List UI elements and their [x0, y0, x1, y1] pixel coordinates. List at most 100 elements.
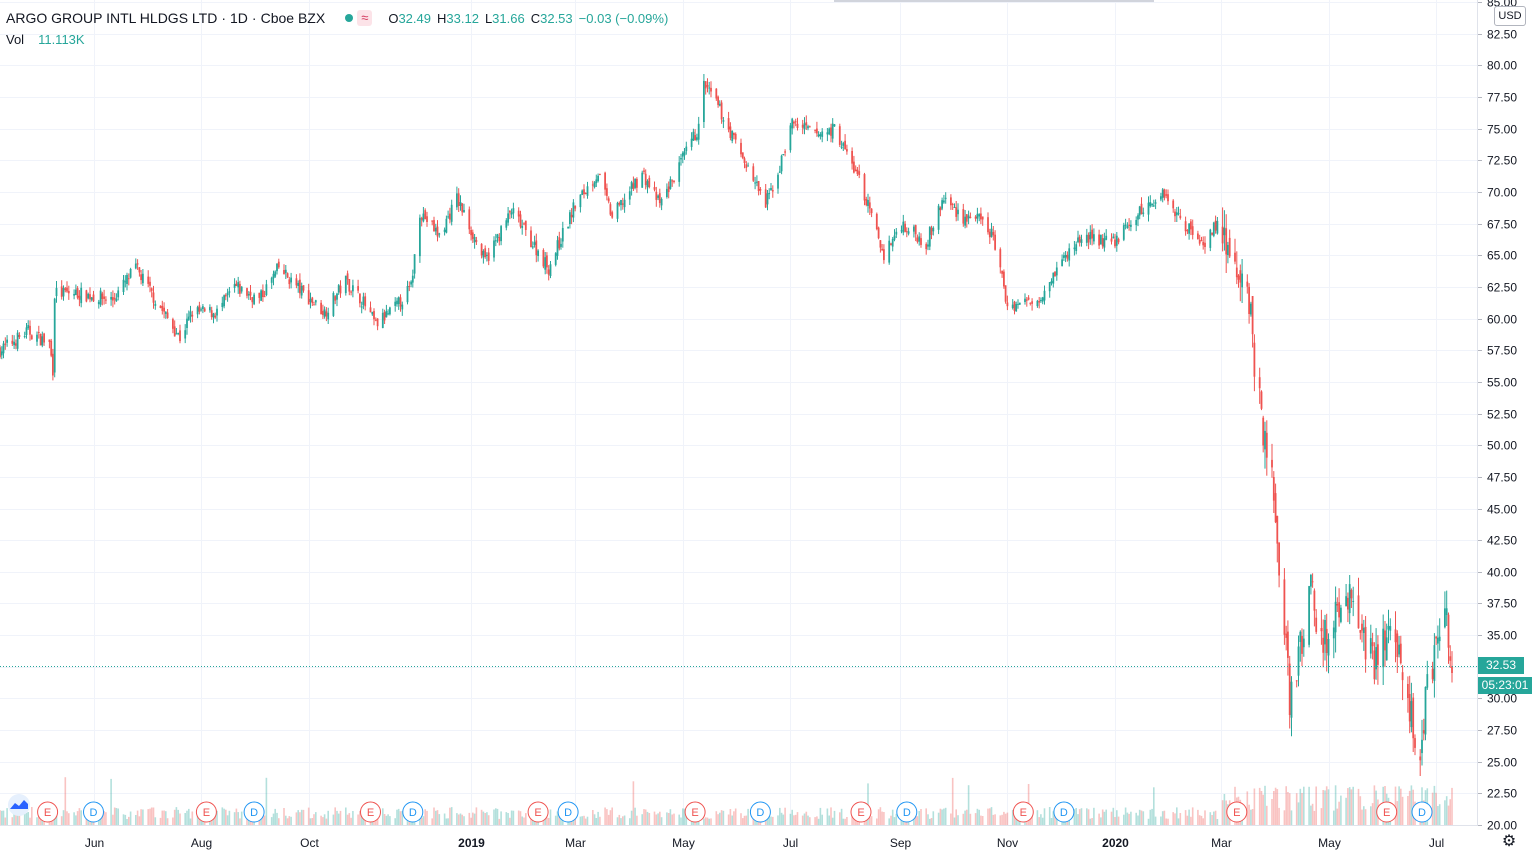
candle-body — [1253, 342, 1256, 377]
earnings-marker[interactable]: E — [37, 801, 59, 823]
candle-body — [1262, 417, 1265, 446]
volume-label[interactable]: Vol — [6, 32, 25, 47]
volume-bar — [496, 808, 499, 825]
candle-body — [1433, 645, 1436, 681]
volume-bar — [1447, 805, 1450, 825]
ohlc-open: O32.49 — [388, 10, 431, 26]
candle-body — [680, 158, 682, 160]
drawing-toolbar-handle[interactable] — [834, 0, 1154, 2]
dividend-marker[interactable]: D — [1053, 801, 1075, 823]
earnings-marker[interactable]: E — [1226, 801, 1248, 823]
volume-bar — [270, 817, 273, 825]
symbol-name[interactable]: ARGO GROUP INTL HLDGS LTD — [6, 10, 218, 26]
candle-body — [496, 234, 499, 238]
volume-bar — [989, 808, 991, 825]
time-tick-label: Sep — [890, 836, 912, 850]
volume-bar — [632, 781, 635, 825]
currency-badge[interactable]: USD — [1494, 6, 1526, 26]
price-tick-label: 72.50 — [1487, 154, 1517, 168]
dividend-marker[interactable]: D — [402, 801, 424, 823]
time-axis[interactable]: Jun Aug Oct 2019 Mar May Jul Sep Nov 2020 Mar May Ju… — [85, 836, 1444, 850]
price-tick-label: 80.00 — [1487, 59, 1517, 73]
gear-icon[interactable]: ⚙ — [1501, 833, 1517, 850]
candle-body — [18, 335, 21, 337]
candle-body — [1364, 626, 1367, 660]
volume-bar — [424, 809, 426, 825]
candle-body — [90, 297, 93, 300]
tradingview-logo-icon[interactable] — [6, 794, 32, 816]
earnings-marker[interactable]: E — [850, 801, 872, 823]
dividend-marker[interactable]: D — [749, 801, 771, 823]
volume-bar — [163, 810, 165, 825]
volume-bar — [173, 809, 176, 825]
candle-body — [1336, 604, 1339, 606]
candle-body — [999, 249, 1002, 268]
candle-body — [877, 227, 880, 239]
candle-body — [530, 230, 532, 248]
candle-body — [1075, 244, 1078, 251]
dividend-marker-circle — [1053, 801, 1075, 823]
earnings-marker[interactable]: E — [684, 801, 706, 823]
candle-body — [1234, 252, 1236, 262]
earnings-marker[interactable]: E — [527, 801, 549, 823]
candle-body — [419, 217, 421, 257]
volume-bar — [272, 813, 275, 825]
volume-bar — [436, 810, 439, 825]
dividend-marker-circle — [1411, 801, 1433, 823]
dividend-marker[interactable]: D — [243, 801, 265, 823]
candle-body — [951, 204, 954, 205]
dividend-marker[interactable]: D — [896, 801, 918, 823]
volume-bar — [669, 809, 672, 825]
volume-bar — [606, 809, 608, 825]
candle-body — [817, 134, 820, 137]
candle-body — [620, 200, 622, 206]
volume-bar — [1029, 814, 1032, 825]
candle-body — [1135, 220, 1138, 226]
volume-bar — [1221, 800, 1224, 825]
time-tick-label: Mar — [1211, 836, 1232, 850]
volume-bar — [623, 815, 626, 825]
candle-body — [1163, 189, 1166, 198]
data-problem-wave-icon[interactable]: ≈ — [357, 10, 373, 26]
candle-body — [99, 290, 102, 305]
volume-bar — [397, 808, 400, 825]
interval-label[interactable]: 1D — [230, 10, 248, 26]
volume-bar — [1273, 791, 1275, 825]
candle-body — [1186, 230, 1189, 232]
candle-body — [1382, 628, 1385, 668]
volume-bar — [346, 814, 349, 825]
time-tick-label: Mar — [565, 836, 586, 850]
candle-body — [320, 302, 322, 315]
candle-body — [621, 203, 624, 205]
volume-bar — [16, 811, 19, 825]
candle-body — [1332, 627, 1335, 639]
price-tick-label: 60.00 — [1487, 313, 1517, 327]
earnings-marker-circle — [1226, 801, 1248, 823]
candle-body — [196, 307, 199, 315]
candle-body — [597, 175, 599, 182]
volume-bar — [1359, 796, 1362, 825]
candle-body — [1373, 650, 1376, 680]
earnings-marker[interactable]: E — [195, 801, 217, 823]
earnings-marker[interactable]: E — [1376, 801, 1398, 823]
candle-body — [97, 301, 100, 305]
candle-body — [1110, 238, 1113, 242]
volume-bar — [1140, 810, 1143, 825]
candle-body — [186, 318, 188, 328]
dividend-marker[interactable]: D — [83, 801, 104, 823]
volume-bar — [1290, 810, 1293, 825]
earnings-marker-label: E — [44, 807, 51, 819]
candle-body — [623, 199, 626, 208]
volume-bar — [394, 818, 396, 825]
volume-bar — [883, 812, 885, 825]
price-change: −0.03 (−0.09%) — [578, 10, 669, 26]
dividend-marker[interactable]: D — [557, 801, 579, 823]
dividend-marker[interactable]: D — [1411, 801, 1433, 823]
price-axis[interactable]: 20.0022.5025.0027.5030.0032.5035.0037.50… — [1478, 0, 1517, 833]
earnings-marker[interactable]: E — [360, 801, 381, 823]
candle-body — [994, 234, 996, 250]
candle-body — [52, 353, 54, 376]
candle-body — [138, 267, 141, 273]
earnings-marker[interactable]: E — [1012, 801, 1034, 823]
